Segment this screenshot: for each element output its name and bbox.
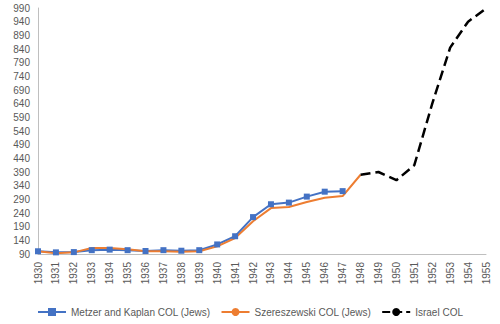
svg-text:1954: 1954 — [463, 262, 474, 285]
svg-text:540: 540 — [13, 126, 30, 137]
svg-text:1953: 1953 — [445, 262, 456, 285]
svg-text:840: 840 — [13, 44, 30, 55]
svg-text:1947: 1947 — [337, 262, 348, 285]
svg-text:1955: 1955 — [481, 262, 492, 285]
svg-text:Metzer and Kaplan COL (Jews): Metzer and Kaplan COL (Jews) — [71, 307, 210, 318]
svg-text:890: 890 — [13, 30, 30, 41]
svg-text:1946: 1946 — [319, 262, 330, 285]
svg-text:1942: 1942 — [248, 262, 259, 285]
svg-text:1950: 1950 — [391, 262, 402, 285]
svg-text:990: 990 — [13, 3, 30, 14]
svg-text:1934: 1934 — [104, 262, 115, 285]
svg-text:1940: 1940 — [212, 262, 223, 285]
svg-text:1948: 1948 — [355, 262, 366, 285]
svg-text:940: 940 — [13, 16, 30, 27]
svg-text:1936: 1936 — [140, 262, 151, 285]
svg-text:1939: 1939 — [194, 262, 205, 285]
svg-text:240: 240 — [13, 208, 30, 219]
svg-text:640: 640 — [13, 98, 30, 109]
svg-text:190: 190 — [13, 221, 30, 232]
svg-text:1941: 1941 — [230, 262, 241, 285]
svg-text:1938: 1938 — [176, 262, 187, 285]
svg-text:590: 590 — [13, 112, 30, 123]
svg-text:1945: 1945 — [301, 262, 312, 285]
svg-text:1933: 1933 — [86, 262, 97, 285]
svg-text:1944: 1944 — [283, 262, 294, 285]
svg-text:1943: 1943 — [265, 262, 276, 285]
svg-text:Israel COL: Israel COL — [415, 307, 463, 318]
svg-text:1937: 1937 — [158, 262, 169, 285]
svg-text:1949: 1949 — [373, 262, 384, 285]
svg-text:1931: 1931 — [50, 262, 61, 285]
svg-text:790: 790 — [13, 57, 30, 68]
svg-text:690: 690 — [13, 85, 30, 96]
svg-text:440: 440 — [13, 153, 30, 164]
svg-text:1952: 1952 — [427, 262, 438, 285]
svg-text:1951: 1951 — [409, 262, 420, 285]
svg-text:290: 290 — [13, 194, 30, 205]
svg-text:490: 490 — [13, 139, 30, 150]
svg-text:1935: 1935 — [122, 262, 133, 285]
svg-text:Szereszewski COL (Jews): Szereszewski COL (Jews) — [255, 307, 371, 318]
svg-text:740: 740 — [13, 71, 30, 82]
svg-text:340: 340 — [13, 180, 30, 191]
svg-text:390: 390 — [13, 167, 30, 178]
svg-text:1932: 1932 — [68, 262, 79, 285]
svg-text:140: 140 — [13, 235, 30, 246]
svg-text:1930: 1930 — [33, 262, 44, 285]
svg-text:90: 90 — [19, 249, 31, 260]
